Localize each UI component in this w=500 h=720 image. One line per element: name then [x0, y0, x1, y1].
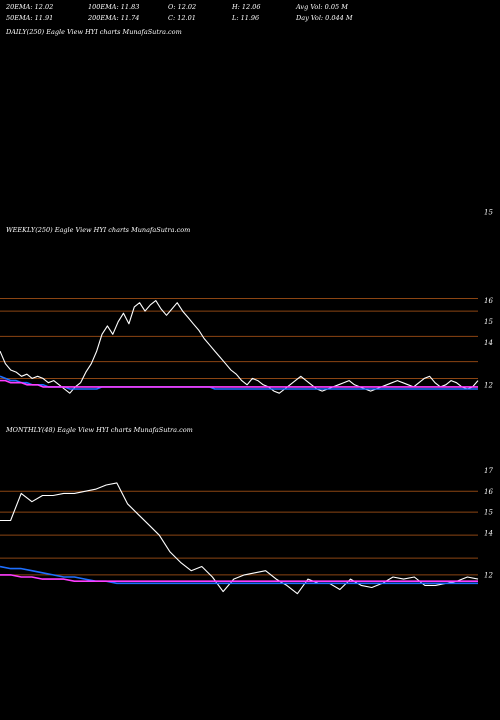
monthly-panel-title: MONTHLY(48) Eagle View HYI charts Munafa… — [6, 426, 193, 434]
weekly-ytick-label: 15 — [484, 318, 493, 326]
monthly-ytick-label: 14 — [484, 530, 493, 538]
daily-ytick-label: 15 — [484, 209, 493, 217]
monthly-ytick-label: 17 — [484, 467, 493, 475]
weekly-series-ema_magenta — [0, 379, 478, 388]
stat-open: O: 12.02 — [168, 3, 197, 11]
stat-low: L: 11.96 — [232, 14, 260, 22]
weekly-panel-title: WEEKLY(250) Eagle View HYI charts Munafa… — [6, 226, 191, 234]
daily-panel-title: DAILY(250) Eagle View HYI charts MunafaS… — [6, 28, 182, 36]
weekly-series-ema_blue — [0, 375, 478, 390]
stat-100ema: 100EMA: 11.83 — [88, 3, 140, 11]
monthly-ytick-label: 15 — [484, 509, 493, 517]
weekly-ytick-label: 12 — [484, 381, 493, 389]
monthly-series-price — [0, 482, 479, 595]
stat-20ema: 20EMA: 12.02 — [6, 3, 54, 11]
monthly-ytick-label: 16 — [484, 488, 493, 496]
weekly-ytick-label: 16 — [484, 297, 493, 305]
stat-avg-vol: Avg Vol: 0.05 M — [296, 3, 348, 11]
stat-high: H: 12.06 — [232, 3, 261, 11]
weekly-ytick-label: 14 — [484, 339, 493, 347]
monthly-series-ema_blue — [0, 565, 478, 585]
stat-50ema: 50EMA: 11.91 — [6, 14, 54, 22]
stat-200ema: 200EMA: 11.74 — [88, 14, 140, 22]
monthly-series-ema_magenta — [0, 574, 478, 583]
weekly-series-price — [0, 300, 479, 394]
stat-day-vol: Day Vol: 0.044 M — [296, 14, 353, 22]
monthly-ytick-label: 12 — [484, 571, 493, 579]
stat-close: C: 12.01 — [168, 14, 196, 22]
